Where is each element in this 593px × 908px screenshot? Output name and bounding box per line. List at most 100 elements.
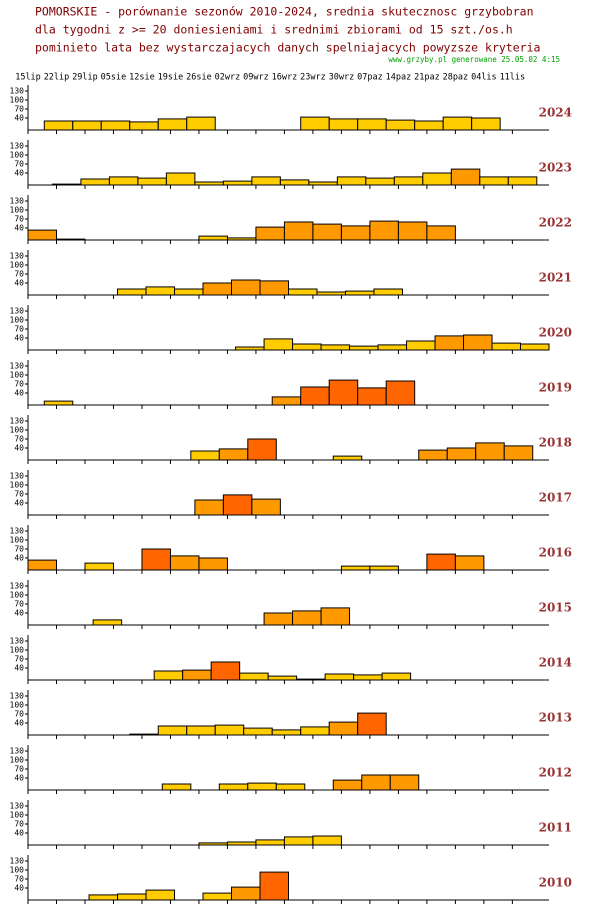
bar: [202, 892, 233, 901]
year-label: 2020: [539, 326, 572, 340]
bar: [385, 119, 416, 131]
bar: [235, 346, 265, 351]
y-tick-label: 40: [14, 609, 24, 618]
bar: [288, 288, 318, 296]
bar: [328, 721, 359, 736]
y-tick-label: 100: [10, 371, 25, 380]
bar: [463, 334, 493, 351]
y-tick-label: 70: [14, 160, 24, 169]
bar: [145, 286, 176, 296]
y-tick-label: 70: [14, 435, 24, 444]
year-label: 2016: [539, 546, 572, 560]
y-tick-label: 100: [10, 811, 25, 820]
y-tick-label: 100: [10, 756, 25, 765]
y-tick-label: 130: [10, 252, 25, 261]
bar: [55, 238, 86, 241]
bar: [357, 118, 387, 131]
y-tick-label: 40: [14, 829, 24, 838]
y-tick-label: 40: [14, 664, 24, 673]
y-tick-label: 70: [14, 600, 24, 609]
x-tick-label: 22lip: [44, 73, 70, 83]
y-tick-label: 70: [14, 215, 24, 224]
y-tick-label: 70: [14, 380, 24, 389]
y-tick-label: 40: [14, 499, 24, 508]
header-line: pominieto lata bez wystarczajacych danyc…: [35, 41, 540, 55]
bar: [393, 176, 424, 186]
y-tick-label: 40: [14, 169, 24, 178]
year-label: 2014: [539, 656, 572, 670]
y-tick-label: 40: [14, 114, 24, 123]
bar: [426, 225, 456, 241]
bar: [434, 335, 465, 351]
bar: [117, 288, 147, 296]
bar: [446, 447, 477, 461]
bar: [324, 673, 355, 681]
bar: [340, 225, 371, 241]
y-tick-label: 100: [10, 151, 25, 160]
x-tick-label: 05sie: [101, 73, 127, 83]
bar: [418, 449, 448, 461]
y-tick-label: 40: [14, 774, 24, 783]
bar: [251, 498, 281, 516]
x-tick-label: 12sie: [129, 73, 155, 83]
bar: [381, 672, 412, 681]
year-label: 2019: [539, 381, 572, 395]
bar: [320, 344, 351, 351]
bar: [247, 438, 277, 461]
y-tick-label: 40: [14, 389, 24, 398]
year-label: 2013: [539, 711, 572, 725]
bar: [340, 565, 371, 571]
y-tick-label: 40: [14, 334, 24, 343]
bar: [243, 727, 273, 736]
bar: [442, 116, 473, 131]
bar: [43, 120, 74, 131]
x-tick-label: 11lis: [500, 73, 526, 83]
bar: [202, 282, 233, 296]
x-tick-label: 16wrz: [272, 73, 298, 83]
y-tick-label: 100: [10, 591, 25, 600]
x-tick-label: 23wrz: [300, 73, 326, 83]
bar: [369, 565, 399, 571]
bar: [153, 670, 184, 681]
bar: [263, 338, 294, 351]
bar: [231, 886, 261, 901]
x-tick-label: 19sie: [158, 73, 184, 83]
bar: [100, 120, 131, 131]
year-label: 2017: [539, 491, 572, 505]
bar: [275, 783, 306, 791]
header-line: POMORSKIE - porównanie sezonów 2010-2024…: [35, 5, 534, 19]
bar: [218, 783, 249, 791]
bar: [353, 674, 383, 681]
bar: [267, 675, 298, 681]
bar: [491, 342, 522, 351]
x-tick-label: 15lip: [15, 73, 41, 83]
y-tick-label: 100: [10, 426, 25, 435]
bar: [344, 290, 375, 296]
bar: [283, 221, 314, 241]
x-tick-label: 07paz: [357, 73, 383, 83]
bar: [377, 344, 408, 351]
year-label: 2024: [539, 106, 572, 120]
bar: [292, 610, 322, 626]
bar: [169, 555, 200, 571]
bar: [300, 386, 330, 406]
year-label: 2012: [539, 766, 572, 780]
year-label: 2010: [539, 876, 572, 890]
source: www.grzyby.pl generowane 25.05.02 4:15: [388, 55, 560, 64]
x-tick-label: 09wrz: [243, 73, 269, 83]
bar: [129, 733, 159, 736]
bar: [239, 672, 269, 681]
bar: [426, 553, 456, 571]
bar: [292, 343, 322, 351]
bar: [141, 548, 171, 571]
bar: [357, 387, 387, 406]
y-tick-label: 130: [10, 87, 25, 96]
bar: [507, 176, 538, 186]
bar: [80, 178, 110, 186]
bar: [226, 841, 257, 846]
bar: [182, 669, 212, 681]
header-line: dla tygodni z >= 20 doniesieniami i sred…: [35, 23, 513, 37]
bar: [222, 494, 253, 516]
y-tick-label: 100: [10, 481, 25, 490]
y-tick-label: 100: [10, 261, 25, 270]
